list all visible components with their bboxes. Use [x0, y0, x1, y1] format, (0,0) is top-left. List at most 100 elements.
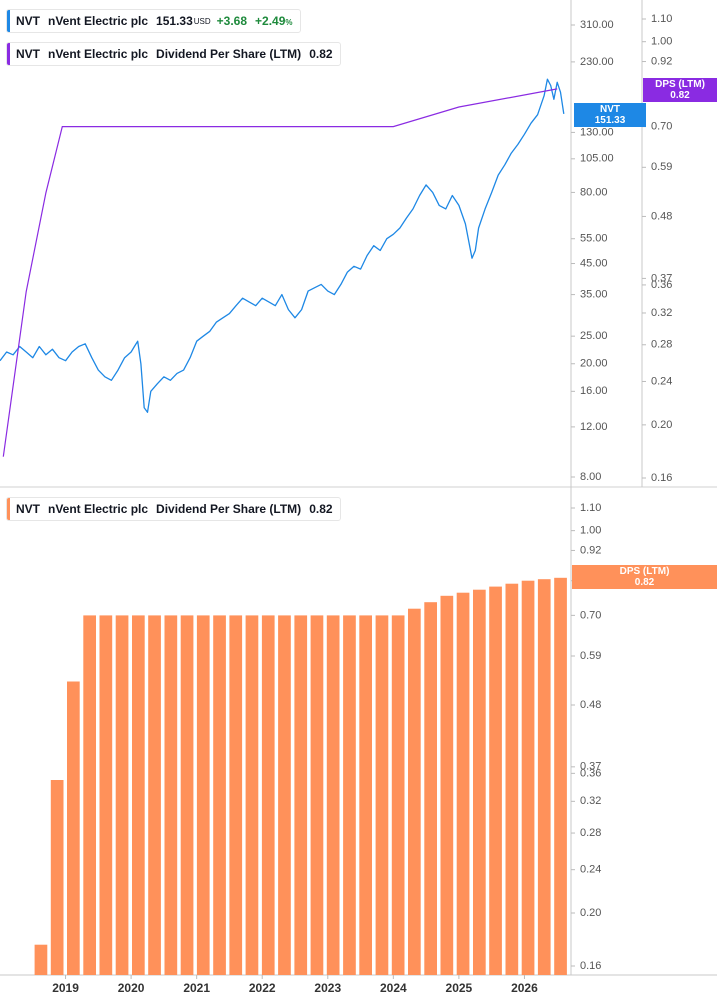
dps-bar — [537, 579, 551, 975]
dps-bar — [440, 595, 454, 975]
price-axis-tick-label: 8.00 — [580, 471, 601, 483]
dps-bar — [326, 615, 340, 975]
time-axis-tick-label: 2021 — [183, 981, 210, 995]
dps-bar-axis-tick-label: 1.00 — [580, 525, 601, 537]
dps-bar — [261, 615, 275, 975]
dps-bar — [115, 615, 129, 975]
dps-axis-tick-label: 1.10 — [651, 13, 672, 25]
dps-axis-tick-label: 0.24 — [651, 375, 672, 387]
dps-bar — [554, 577, 567, 975]
dps-bar — [278, 615, 291, 975]
legend-dps-top-swatch — [7, 43, 10, 65]
dps-bar — [164, 615, 178, 975]
dps-bar — [229, 615, 243, 975]
dps-bar-axis-tick-label: 0.20 — [580, 907, 601, 919]
dps-bar-axis-tick-label: 0.28 — [580, 827, 601, 839]
dps-bar — [489, 586, 502, 975]
dps-bar — [343, 615, 356, 975]
dps-series-line — [2, 88, 558, 457]
dps-axis-tick-label: 0.37 — [651, 272, 672, 284]
price-badge-label: NVT — [600, 104, 620, 115]
legend-price: NVT nVent Electric plc 151.33 USD +3.68 … — [6, 9, 301, 33]
legend-dps-top-name: nVent Electric plc — [48, 47, 149, 61]
dps-bar-axis-tick-label: 0.92 — [580, 544, 601, 556]
dps-bar — [34, 944, 48, 975]
time-axis-tick-label: 2026 — [511, 981, 538, 995]
legend-dps-top-metric: Dividend Per Share (LTM) — [156, 47, 302, 61]
dps-axis-tick-label: 0.92 — [651, 55, 672, 67]
time-axis-tick-label: 2025 — [446, 981, 473, 995]
dps-bar — [473, 589, 486, 975]
legend-dps-bottom: NVT nVent Electric plc Dividend Per Shar… — [6, 497, 341, 521]
legend-dps-top: NVT nVent Electric plc Dividend Per Shar… — [6, 42, 341, 66]
price-axis-tick-label: 20.00 — [580, 358, 608, 370]
price-axis-tick-label: 55.00 — [580, 233, 608, 245]
dps-axis-tick-label: 0.48 — [651, 210, 672, 222]
dps-bar — [521, 580, 535, 975]
price-axis-tick-label: 80.00 — [580, 186, 608, 198]
time-axis-tick-label: 2023 — [314, 981, 341, 995]
legend-price-change-pct: +2.49% — [255, 14, 293, 28]
dps-axis-tick-label: 0.20 — [651, 419, 672, 431]
price-badge-value: 151.33 — [594, 115, 626, 126]
legend-dps-top-ticker: NVT — [16, 47, 40, 61]
time-axis-tick-label: 2024 — [380, 981, 407, 995]
dps-bar — [148, 615, 161, 975]
dps-bar — [408, 608, 421, 975]
dps-bar-axis-tick-label: 0.32 — [580, 795, 601, 807]
dps-bar — [245, 615, 259, 975]
dps-bar — [196, 615, 210, 975]
dps-bar — [424, 602, 437, 975]
dps-bar-axis-tick-label: 0.36 — [580, 767, 601, 779]
time-axis-tick-label: 2022 — [249, 981, 276, 995]
dps-bar — [505, 583, 519, 975]
dps-bar — [375, 615, 389, 975]
dps-bar — [180, 615, 194, 975]
time-axis-tick-label: 2019 — [52, 981, 79, 995]
dps-bar-axis-tick-label: 0.59 — [580, 650, 601, 662]
dps-badge-top-value: 0.82 — [670, 90, 690, 101]
price-axis-tick-label: 35.00 — [580, 288, 608, 300]
legend-price-name: nVent Electric plc — [48, 14, 149, 28]
price-axis-tick-label: 16.00 — [580, 385, 608, 397]
dps-badge-top-label: DPS (LTM) — [655, 79, 705, 90]
price-axis-tick-label: 310.00 — [580, 19, 614, 31]
dps-bar — [83, 615, 96, 975]
price-axis-tick-label: 12.00 — [580, 421, 608, 433]
time-axis-tick-label: 2020 — [118, 981, 145, 995]
dps-badge-bottom-label: DPS (LTM) — [619, 566, 670, 577]
dps-bar — [359, 615, 372, 975]
dps-axis-tick-label: 0.59 — [651, 161, 672, 173]
price-axis-tick-label: 105.00 — [580, 153, 614, 165]
dps-bar — [294, 615, 308, 975]
dps-axis-tick-label: 0.70 — [651, 121, 672, 133]
dps-bar — [310, 615, 324, 975]
dps-bar-axis-tick-label: 0.16 — [580, 960, 601, 972]
legend-price-change: +3.68 — [216, 14, 248, 28]
legend-dps-bottom-name: nVent Electric plc — [48, 502, 149, 516]
dps-bar — [99, 615, 113, 975]
price-axis-tick-label: 25.00 — [580, 330, 608, 342]
dps-bar — [391, 615, 405, 975]
legend-dps-bottom-swatch — [7, 498, 10, 520]
dps-axis-tick-label: 0.16 — [651, 472, 672, 484]
dps-bar-axis-tick-label: 1.10 — [580, 502, 601, 514]
dps-bar — [456, 592, 470, 975]
legend-price-ticker: NVT — [16, 14, 40, 28]
price-series-line — [0, 78, 565, 413]
legend-dps-top-value: 0.82 — [309, 47, 333, 61]
dps-bar-axis-tick-label: 0.48 — [580, 699, 601, 711]
dps-axis-tick-label: 0.28 — [651, 339, 672, 351]
legend-price-currency: USD — [193, 16, 211, 26]
price-axis-tick-label: 130.00 — [580, 126, 614, 138]
dps-axis-tick-label: 1.00 — [651, 36, 672, 48]
dps-bar-axis-tick-label: 0.24 — [580, 864, 601, 876]
dps-bar — [67, 681, 80, 975]
dps-bar — [50, 780, 64, 975]
legend-dps-bottom-metric: Dividend Per Share (LTM) — [156, 502, 302, 516]
price-axis-tick-label: 45.00 — [580, 257, 608, 269]
legend-price-value: 151.33 — [156, 14, 193, 28]
legend-price-swatch — [7, 10, 10, 32]
dps-bar-axis-tick-label: 0.37 — [580, 761, 601, 773]
